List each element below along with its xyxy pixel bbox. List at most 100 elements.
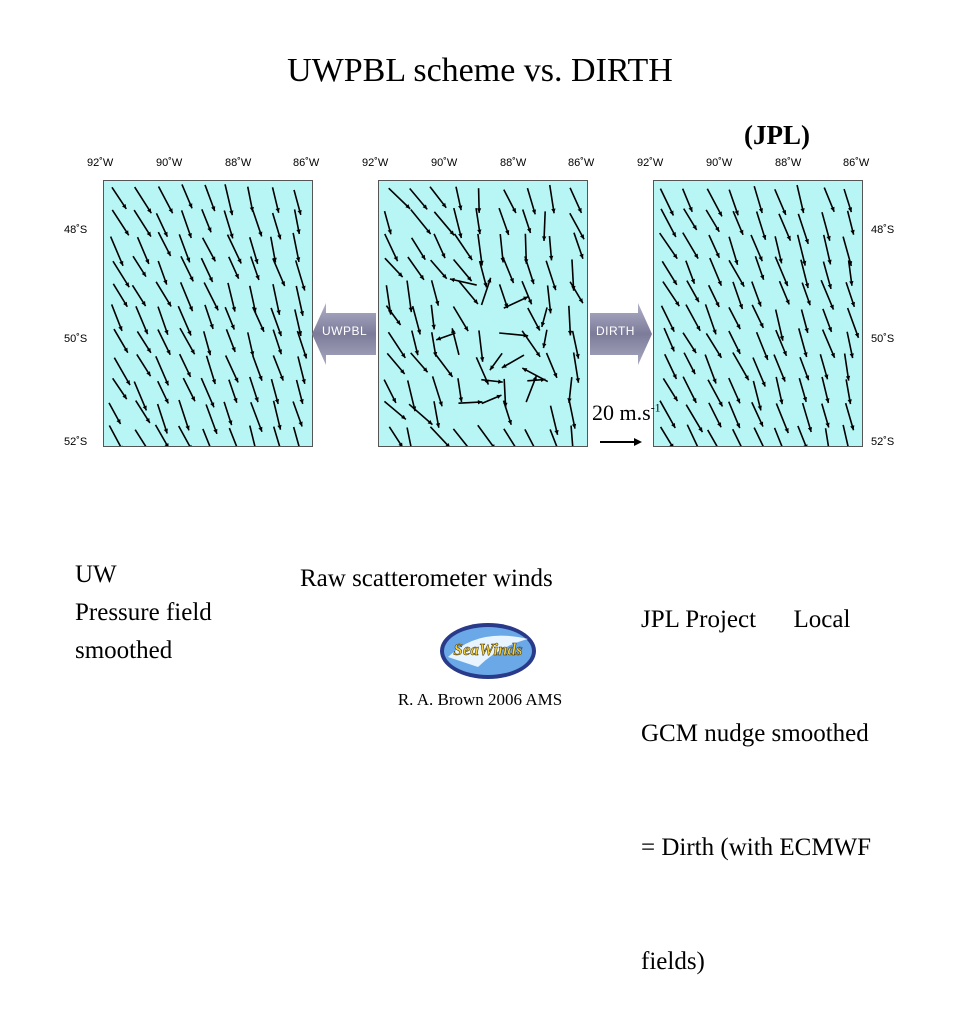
wind-vector-head [851,302,855,307]
wind-vector [251,402,262,432]
jpl-tag: (JPL) [744,120,810,151]
wind-vector [705,355,716,384]
wind-vector-head [760,275,764,280]
lon-label: 92˚W [637,157,663,169]
wind-vector-head [188,233,192,238]
wind-vector-head [568,331,572,336]
wind-vector [848,308,859,338]
wind-vector [111,237,123,266]
wind-vector [134,382,146,411]
wind-vector [385,234,398,261]
lon-label: 86˚W [568,157,594,169]
lon-label: 88˚W [500,157,526,169]
scale-exponent: -1 [651,401,661,415]
wind-vector [112,210,128,235]
wind-vector [661,209,676,237]
wind-vector [411,209,431,234]
wind-vector-head [299,422,303,427]
wind-vector [407,281,411,313]
wind-vector-head [210,324,214,329]
caption-line: Pressure field [75,594,212,632]
wind-vector-head [552,285,556,290]
wind-vector [454,234,472,260]
wind-vector [798,426,807,446]
wind-vector [225,184,232,215]
wind-panel-raw [378,180,588,447]
wind-vector-head [164,330,168,335]
lat-label: 48˚S [64,224,87,236]
seawinds-logo: SeaWinds [438,617,538,681]
wind-vector-head [527,228,531,233]
wind-vector [134,210,151,237]
wind-vector [571,426,573,446]
wind-vector [733,353,749,381]
wind-vector [453,429,473,446]
wind-vector [479,330,483,361]
caption-middle: Raw scatterometer winds [300,560,553,598]
wind-vector [661,427,674,446]
wind-vector [179,400,189,430]
lon-label: 88˚W [775,157,801,169]
wind-vector [843,237,851,266]
lat-label: 48˚S [871,224,894,236]
wind-vector-head [228,420,232,425]
wind-vector-head [436,336,441,340]
wind-vector [136,306,148,334]
caption-line: fields) [641,943,871,981]
wind-vector [504,429,521,446]
wind-vector-head [848,207,852,212]
lon-label: 90˚W [156,157,182,169]
uwpbl-arrow: UWPBL [312,303,376,365]
wind-vector [388,332,405,358]
wind-vector [201,378,214,407]
wind-vector [753,358,765,387]
wind-vector [273,284,279,315]
wind-vector [179,426,192,446]
wind-vector [803,403,812,432]
wind-vector [409,404,432,424]
lon-label: 86˚W [293,157,319,169]
lon-label: 92˚W [87,157,113,169]
wind-vector-head [762,235,766,240]
wind-vector [113,261,129,287]
wind-vector-head [549,256,553,261]
wind-vector [843,425,849,446]
wind-vector [296,286,303,316]
wind-vector-head [505,230,509,235]
wind-vector [753,381,761,411]
wind-vector [156,356,169,385]
wind-vector-head [233,398,237,403]
wind-vector-head [478,400,483,404]
wind-vector [754,428,766,446]
scale-arrow [598,436,644,448]
lon-label: 88˚W [225,157,251,169]
wind-vector-head [487,278,491,283]
wind-vector-head [278,349,282,354]
caption-line: smoothed [75,632,212,670]
wind-vector-head [712,329,716,334]
wind-vector [114,358,130,385]
dirth-arrow: DIRTH [590,303,652,365]
wind-vector-head [805,239,809,244]
wind-vector [798,214,808,244]
wind-vector-head [579,254,583,259]
wind-panel-dirth [653,180,863,447]
wind-vector-head [255,397,259,402]
wind-vector-head [164,429,168,434]
wind-vector [273,258,285,286]
wind-vector [204,283,218,311]
wind-vector [687,425,700,446]
wind-vector [430,427,450,446]
lon-label: 90˚W [706,157,732,169]
wind-vector [407,427,413,446]
lon-label: 92˚W [362,157,388,169]
wind-vector [525,429,538,446]
lat-label: 50˚S [871,333,894,345]
wind-vector-head [255,275,259,280]
wind-vector-head [439,401,443,406]
caption-line: UW [75,556,212,594]
wind-vector-head [303,354,307,359]
wind-vector [109,426,122,446]
wind-vector [206,405,217,434]
wind-vector [733,429,745,446]
